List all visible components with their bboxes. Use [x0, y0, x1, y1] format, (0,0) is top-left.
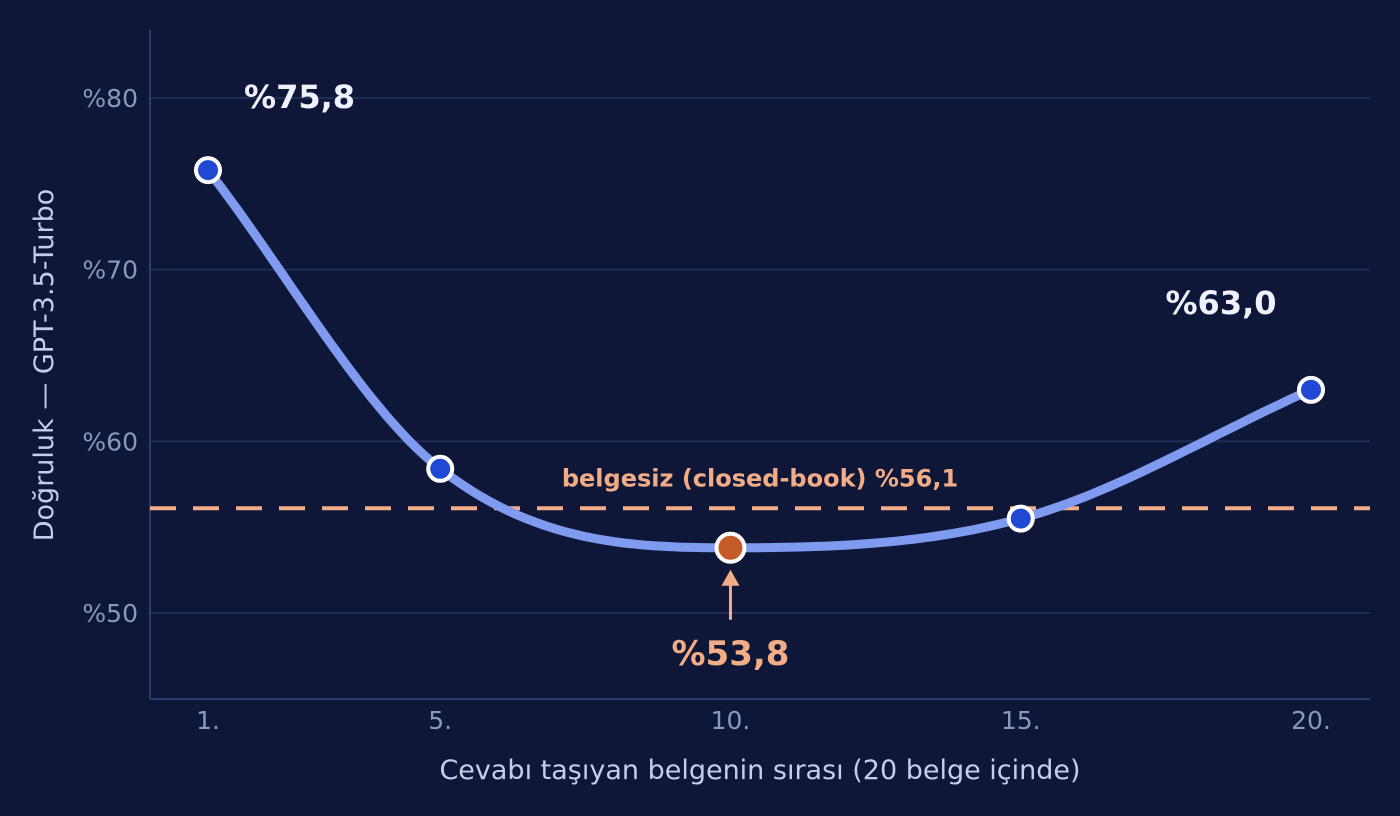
y-tick-label: %70 — [82, 256, 138, 285]
y-tick-label: %50 — [82, 599, 138, 628]
data-point — [1006, 504, 1035, 533]
x-tick-label: 10. — [711, 706, 751, 735]
x-tick-label: 20. — [1291, 706, 1331, 735]
min-point-arrow — [721, 569, 740, 620]
y-tick-labels: %50 %60 %70 %80 — [82, 84, 138, 628]
x-tick-labels: 1. 5. 10. 15. 20. — [196, 706, 1331, 735]
grid-lines — [150, 97, 1370, 614]
data-point — [194, 156, 222, 185]
y-axis-title: Doğruluk — GPT-3.5-Turbo — [29, 189, 60, 542]
y-tick-label: %80 — [82, 84, 138, 113]
data-points — [194, 156, 1325, 564]
y-tick-label: %60 — [82, 427, 138, 456]
x-axis-title: Cevabı taşıyan belgenin sırası (20 belge… — [439, 755, 1080, 786]
baseline-label: belgesiz (closed-book) %56,1 — [562, 464, 958, 492]
last-point-label: %63,0 — [1165, 284, 1276, 322]
first-point-label: %75,8 — [244, 78, 355, 116]
x-tick-label: 15. — [1001, 706, 1041, 735]
x-tick-label: 1. — [196, 706, 220, 735]
x-tick-label: 5. — [428, 706, 452, 735]
min-data-point — [714, 531, 747, 564]
data-point — [1297, 375, 1325, 404]
data-point — [426, 454, 455, 483]
min-point-label: %53,8 — [671, 634, 789, 674]
